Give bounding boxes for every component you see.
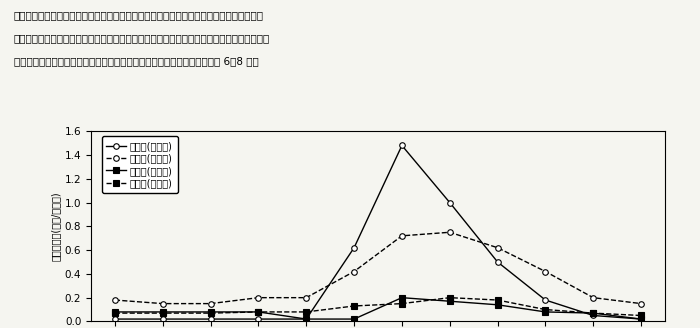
宜昌站(蓄水后) <box>302 317 311 321</box>
联山站(蓄水前) <box>494 246 502 250</box>
宜昌站(蓄水前) <box>111 317 119 321</box>
联山站(蓄水后) <box>254 310 262 314</box>
联山站(蓄水后) <box>111 311 119 315</box>
宜昌站(蓄水后) <box>350 317 358 321</box>
联山站(蓄水后) <box>445 296 454 300</box>
联山站(蓄水后) <box>302 310 311 314</box>
宜昌站(蓄水前) <box>541 298 550 302</box>
宜昌站(蓄水后) <box>206 310 215 314</box>
联山站(蓄水前) <box>206 302 215 306</box>
宜昌站(蓄水前) <box>494 260 502 264</box>
宜昌站(蓄水前) <box>637 317 645 321</box>
联山站(蓄水后) <box>494 298 502 302</box>
联山站(蓄水前) <box>254 296 262 300</box>
联山站(蓄水前) <box>111 298 119 302</box>
联山站(蓄水前) <box>350 270 358 274</box>
宜昌站(蓄水后) <box>541 310 550 314</box>
联山站(蓄水后) <box>589 311 598 315</box>
Y-axis label: 月均含沙量(千克/立方米): 月均含沙量(千克/立方米) <box>50 192 60 261</box>
联山站(蓄水后) <box>398 302 406 306</box>
宜昌站(蓄水后) <box>637 317 645 321</box>
联山站(蓄水前) <box>398 234 406 238</box>
Line: 联山站(蓄水后): 联山站(蓄水后) <box>112 295 644 318</box>
宜昌站(蓄水前) <box>158 317 167 321</box>
宜昌站(蓄水前) <box>302 317 311 321</box>
联山站(蓄水前) <box>158 302 167 306</box>
宜昌站(蓄水后) <box>494 303 502 307</box>
宜昌站(蓄水后) <box>158 310 167 314</box>
联山站(蓄水后) <box>350 304 358 308</box>
宜昌站(蓄水前) <box>206 317 215 321</box>
联山站(蓄水前) <box>445 230 454 234</box>
Text: 含沙量大于其搞沙能力时，河床淤积。宜昌站和联山站分别是长江河段的上游和下游的两个水: 含沙量大于其搞沙能力时，河床淤积。宜昌站和联山站分别是长江河段的上游和下游的两个… <box>14 33 270 43</box>
Text: 文监测站。下图示意两站在三峡大坝蓄水前后的含沙量变化过程。据此完成 6～8 题。: 文监测站。下图示意两站在三峡大坝蓄水前后的含沙量变化过程。据此完成 6～8 题。 <box>14 56 259 66</box>
宜昌站(蓄水后) <box>589 311 598 315</box>
宜昌站(蓄水前) <box>350 246 358 250</box>
联山站(蓄水后) <box>158 311 167 315</box>
Text: 河床的冲淤与河流含沙量关系密切，河流的含沙量小于其搞沙能力时，河床被冲刷；河流的: 河床的冲淤与河流含沙量关系密切，河流的含沙量小于其搞沙能力时，河床被冲刷；河流的 <box>14 10 264 20</box>
联山站(蓄水后) <box>206 311 215 315</box>
联山站(蓄水前) <box>637 302 645 306</box>
宜昌站(蓄水后) <box>445 299 454 303</box>
宜昌站(蓄水前) <box>254 317 262 321</box>
宜昌站(蓄水后) <box>398 296 406 300</box>
Line: 宜昌站(蓄水后): 宜昌站(蓄水后) <box>112 295 644 322</box>
联山站(蓄水前) <box>589 296 598 300</box>
联山站(蓄水前) <box>302 296 311 300</box>
宜昌站(蓄水前) <box>445 200 454 205</box>
Line: 宜昌站(蓄水前): 宜昌站(蓄水前) <box>112 143 644 322</box>
宜昌站(蓄水后) <box>111 310 119 314</box>
联山站(蓄水后) <box>637 314 645 318</box>
联山站(蓄水前) <box>541 270 550 274</box>
宜昌站(蓄水前) <box>398 144 406 148</box>
Line: 联山站(蓄水前): 联山站(蓄水前) <box>112 230 644 306</box>
宜昌站(蓄水前) <box>589 314 598 318</box>
Legend: 宜昌站(蓄水前), 联山站(蓄水前), 宜昌站(蓄水后), 联山站(蓄水后): 宜昌站(蓄水前), 联山站(蓄水前), 宜昌站(蓄水后), 联山站(蓄水后) <box>102 136 178 193</box>
联山站(蓄水后) <box>541 308 550 312</box>
宜昌站(蓄水后) <box>254 310 262 314</box>
